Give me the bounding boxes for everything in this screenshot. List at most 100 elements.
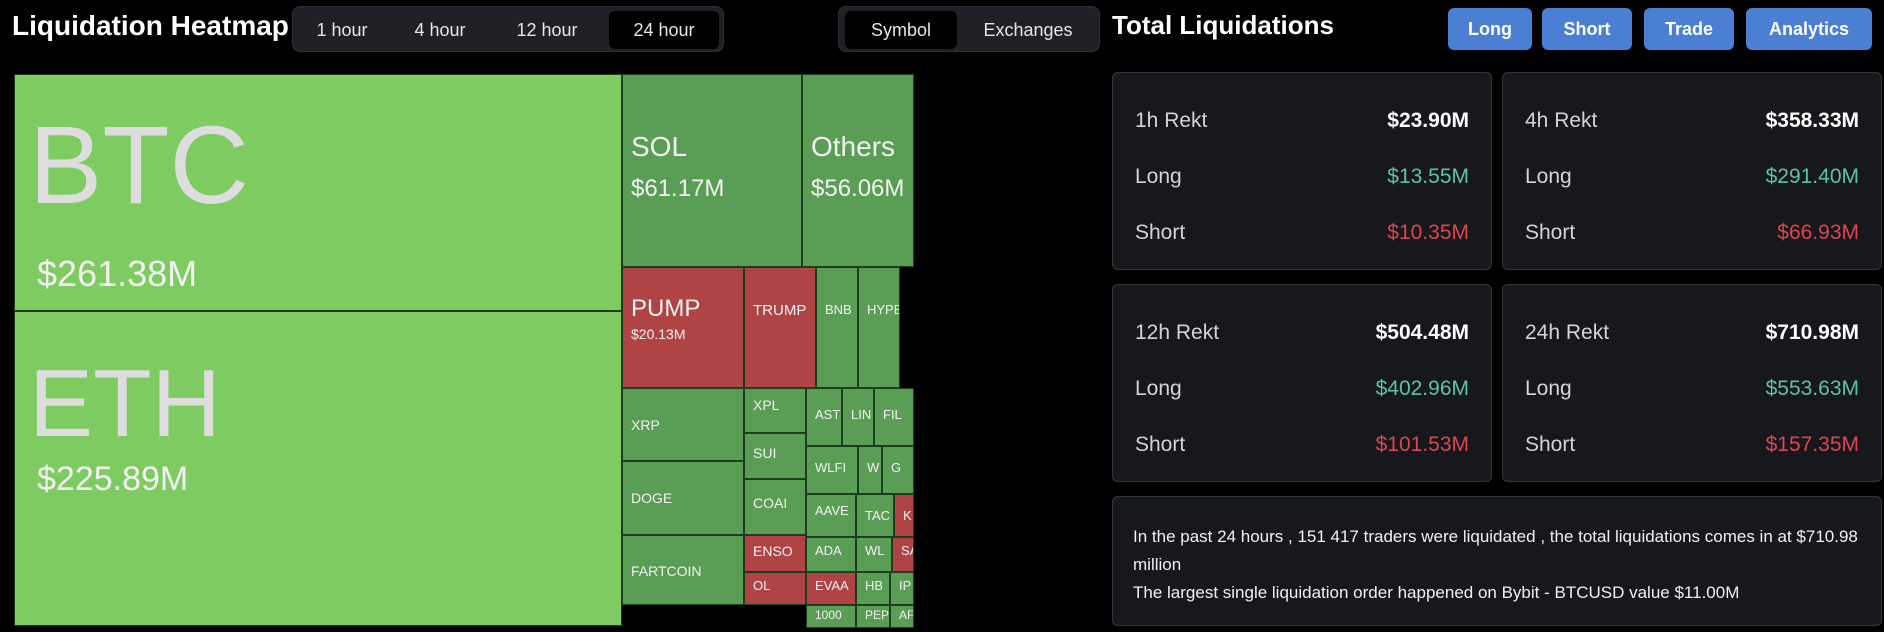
heatmap-cell-evaa[interactable]: EVAA	[806, 572, 856, 606]
heatmap-treemap: BTC $261.38M ETH $225.89M SOL $61.17M Others $5…	[14, 74, 1100, 628]
card-total: $710.98M	[1765, 321, 1859, 344]
heatmap-cell-ast[interactable]: AST	[806, 387, 842, 447]
heatmap-cell-k[interactable]: K	[894, 494, 914, 538]
heatmap-cell-symbol: LIN	[851, 406, 872, 422]
heatmap-cell-wl[interactable]: WL	[856, 537, 892, 573]
heatmap-cell-symbol: COAI	[753, 495, 788, 512]
heatmap-cell-symbol: WL	[865, 543, 885, 559]
heatmap-cell-hb[interactable]: HB	[856, 572, 890, 606]
heatmap-cell-sa[interactable]: SA	[892, 537, 914, 573]
heatmap-cell-bnb[interactable]: BNB	[816, 266, 858, 388]
heatmap-cell-value: $20.13M	[631, 325, 686, 342]
tab-12-hour[interactable]: 12 hour	[516, 20, 578, 40]
long-amount: $553.63M	[1765, 377, 1859, 400]
card-label: 24h Rekt	[1525, 321, 1610, 344]
heatmap-cell-hype[interactable]: HYPE	[858, 266, 900, 388]
card-label: 4h Rekt	[1525, 109, 1598, 132]
heatmap-cell-value: $61.17M	[631, 175, 725, 202]
card-label: 1h Rekt	[1135, 109, 1208, 132]
heatmap-cell-trump[interactable]: TRUMP	[744, 266, 816, 388]
summary-line-2: The largest single liquidation order hap…	[1133, 583, 1740, 602]
heatmap-cell-aave[interactable]: AAVE	[806, 494, 856, 538]
heatmap-cell-symbol: SOL	[631, 131, 688, 162]
heatmap-cell-symbol: TAC	[865, 507, 891, 523]
long-button[interactable]: Long	[1448, 8, 1532, 50]
long-amount: $402.96M	[1375, 377, 1469, 400]
heatmap-cell-af[interactable]: AF	[890, 605, 914, 628]
tab-symbol[interactable]: Symbol	[845, 11, 957, 49]
heatmap-cell-lin[interactable]: LIN	[842, 387, 874, 447]
heatmap-cell-sui[interactable]: SUI	[744, 433, 806, 479]
summary-line-1: In the past 24 hours , 151 417 traders w…	[1133, 527, 1858, 574]
heatmap-cell-symbol: XPL	[753, 396, 780, 413]
heatmap-panel: Liquidation Heatmap 1 hour 4 hour 12 hou…	[0, 0, 1100, 632]
heatmap-cell-enso[interactable]: ENSO	[744, 534, 806, 573]
short-amount: $101.53M	[1375, 433, 1469, 456]
time-tab-bar: 1 hour 4 hour 12 hour 24 hour	[292, 6, 724, 52]
heatmap-cell-wlfi[interactable]: WLFI	[806, 446, 858, 495]
heatmap-cell-value: $225.89M	[37, 459, 189, 498]
analytics-button[interactable]: Analytics	[1746, 8, 1872, 50]
heatmap-cell-symbol: G	[891, 459, 902, 475]
heatmap-cell-tac[interactable]: TAC	[856, 494, 894, 538]
heatmap-cell-symbol: Others	[811, 131, 896, 162]
short-label: Short	[1135, 221, 1186, 244]
heatmap-cell-w[interactable]: W	[858, 446, 882, 495]
heatmap-cell-ada[interactable]: ADA	[806, 537, 856, 573]
rekt-card-24h: 24h Rekt $710.98M Long $553.63M Short $157.…	[1502, 284, 1882, 482]
tab-4-hour[interactable]: 4 hour	[414, 20, 466, 40]
heatmap-cell-symbol: TRUMP	[753, 301, 807, 319]
heatmap-cell-value: $56.06M	[811, 175, 905, 202]
tab-24-hour[interactable]: 24 hour	[609, 11, 719, 49]
heatmap-cell-sol[interactable]: SOL $61.17M	[622, 74, 802, 267]
long-label: Long	[1135, 165, 1182, 188]
heatmap-cell-symbol: OL	[753, 578, 771, 594]
short-amount: $157.35M	[1765, 433, 1859, 456]
heatmap-cell-xpl[interactable]: XPL	[744, 387, 806, 434]
heatmap-cell-symbol: BNB	[825, 301, 852, 317]
heatmap-cell-symbol: EVAA	[815, 578, 849, 594]
tab-1-hour[interactable]: 1 hour	[316, 20, 368, 40]
heatmap-cell-pump[interactable]: PUMP $20.13M	[622, 266, 744, 388]
heatmap-cell-symbol: IP	[899, 578, 912, 594]
heatmap-cell-symbol: AST	[815, 406, 841, 422]
heatmap-cell-1000[interactable]: 1000	[806, 605, 856, 628]
trade-button[interactable]: Trade	[1644, 8, 1734, 50]
heatmap-cell-symbol: W	[867, 459, 880, 475]
heatmap-cell-symbol: PUMP	[631, 295, 701, 323]
totals-panel: Total Liquidations Long Short Trade Anal…	[1100, 0, 1884, 632]
card-total: $23.90M	[1387, 109, 1469, 132]
heatmap-cell-xrp[interactable]: XRP	[622, 387, 744, 462]
heatmap-cell-symbol: FIL	[883, 406, 902, 422]
short-amount: $66.93M	[1777, 221, 1859, 244]
card-label: 12h Rekt	[1135, 321, 1220, 344]
heatmap-cell-ip[interactable]: IP	[890, 572, 914, 606]
heatmap-cell-eth[interactable]: ETH $225.89M	[14, 310, 622, 626]
card-total: $358.33M	[1765, 109, 1859, 132]
heatmap-cell-fil[interactable]: FIL	[874, 387, 914, 447]
short-label: Short	[1525, 433, 1576, 456]
rekt-card-4h: 4h Rekt $358.33M Long $291.40M Short $66.93…	[1502, 72, 1882, 270]
short-label: Short	[1135, 433, 1186, 456]
heatmap-cell-symbol: AF	[899, 607, 914, 622]
heatmap-cell-coai[interactable]: COAI	[744, 478, 806, 535]
short-label: Short	[1525, 221, 1576, 244]
liquidation-summary: In the past 24 hours , 151 417 traders w…	[1112, 496, 1882, 626]
heatmap-cell-doge[interactable]: DOGE	[622, 461, 744, 535]
rekt-card-1h: 1h Rekt $23.90M Long $13.55M Short $10.35M	[1112, 72, 1492, 270]
short-button[interactable]: Short	[1542, 8, 1632, 50]
long-label: Long	[1135, 377, 1182, 400]
heatmap-cell-symbol: HYPE	[867, 301, 900, 317]
totals-title: Total Liquidations	[1112, 10, 1334, 40]
heatmap-cell-pep[interactable]: PEP	[856, 605, 890, 628]
heatmap-cell-symbol: ADA	[815, 543, 842, 559]
heatmap-cell-fartcoin[interactable]: FARTCOIN	[622, 534, 744, 606]
heatmap-cell-btc[interactable]: BTC $261.38M	[14, 74, 622, 311]
heatmap-cell-symbol: XRP	[631, 416, 660, 433]
heatmap-cell-others[interactable]: Others $56.06M	[802, 74, 914, 267]
heatmap-cell-g[interactable]: G	[882, 446, 914, 495]
heatmap-cell-ol[interactable]: OL	[744, 572, 806, 606]
tab-exchanges[interactable]: Exchanges	[983, 20, 1073, 40]
heatmap-title: Liquidation Heatmap	[12, 10, 289, 41]
